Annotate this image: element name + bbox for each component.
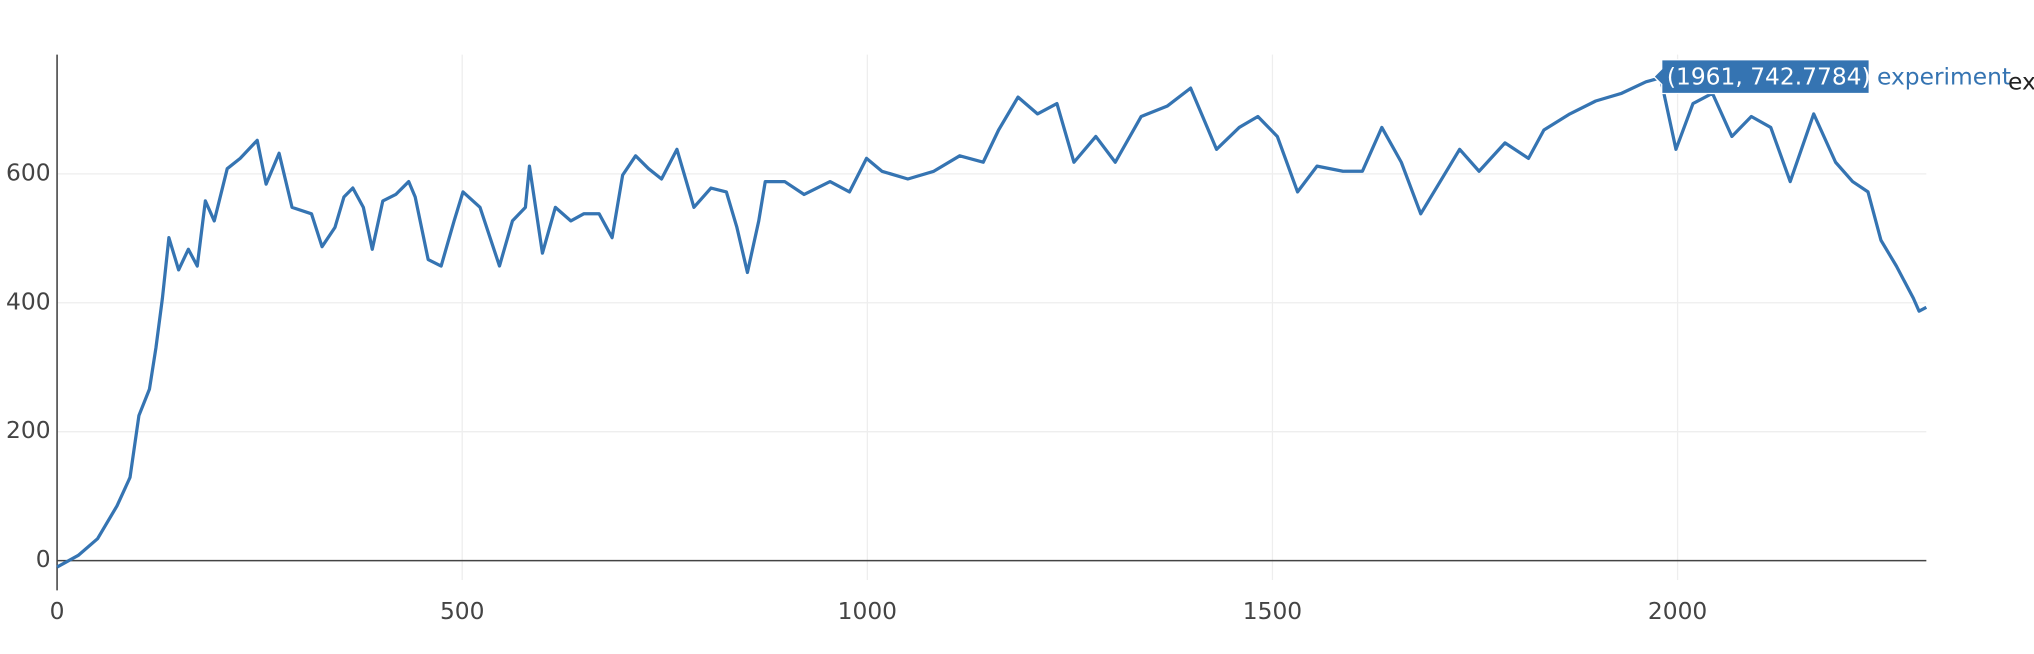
tooltip-label: (1961, 742.7784) — [1667, 62, 1871, 90]
plot-area — [56, 76, 1928, 569]
y-tick-label: 0 — [36, 545, 51, 573]
data-line — [56, 76, 1928, 569]
tooltip-series-name: experiment — [1877, 62, 2011, 90]
x-tick-label: 500 — [440, 597, 485, 625]
x-tick-label: 0 — [50, 597, 65, 625]
hover-tooltip: (1961, 742.7784) experiment — [1653, 59, 2011, 95]
x-tick-label: 1000 — [838, 597, 897, 625]
x-tick-label: 2000 — [1648, 597, 1707, 625]
y-tick-label: 600 — [6, 158, 51, 186]
tooltip-box — [1653, 59, 1870, 95]
legend-entry: experiment — [2008, 68, 2034, 96]
y-tick-label: 400 — [6, 287, 51, 315]
x-tick-label: 1500 — [1243, 597, 1302, 625]
y-tick-label: 200 — [6, 416, 51, 444]
grid: 0 200 400 600 0 500 1000 1500 2000 — [6, 54, 1927, 625]
